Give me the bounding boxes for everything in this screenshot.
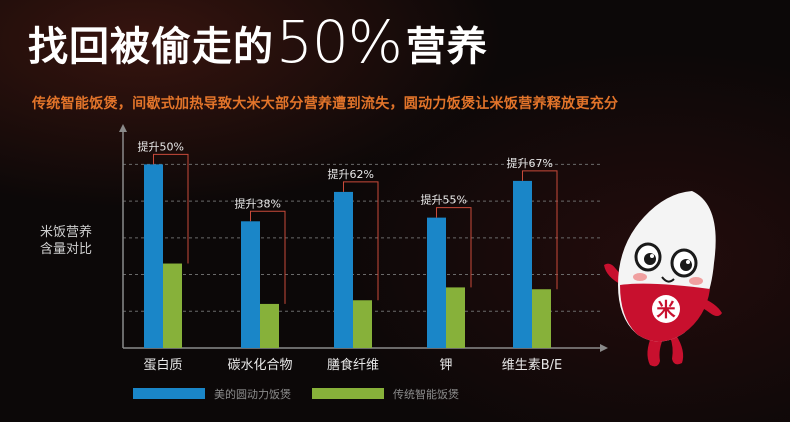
annotation-label-碳水化合物: 提升38% xyxy=(235,197,281,210)
annotation-bracket-钾 xyxy=(436,207,472,288)
rice-grain-mascot: 米 xyxy=(604,191,722,367)
mascot-mouth xyxy=(661,276,675,283)
annotation-bracket-蛋白质 xyxy=(153,153,189,264)
annotation-label-维生素B/E: 提升67% xyxy=(507,157,553,170)
legend-item-midea-label: 美的圆动力饭煲 xyxy=(214,387,291,401)
mascot-legs xyxy=(647,335,684,367)
mascot-left-cheek xyxy=(633,273,647,281)
mascot-badge-text: 米 xyxy=(656,298,676,321)
annotation-label-膳食纤维: 提升62% xyxy=(328,168,374,181)
bar-美的圆动力饭煲-维生素B/E xyxy=(513,180,532,348)
annotation-bracket-膳食纤维 xyxy=(343,181,379,301)
x-tick-label-蛋白质: 蛋白质 xyxy=(143,357,182,373)
bar-传统智能饭煲-维生素B/E xyxy=(532,289,551,348)
subtitle: 传统智能饭煲，间歇式加热导致大米大部分营养遭到流失，圆动力饭煲让米饭营养释放更充… xyxy=(32,96,619,112)
x-tick-label-碳水化合物: 碳水化合物 xyxy=(227,358,292,373)
x-tick-label-膳食纤维: 膳食纤维 xyxy=(327,357,379,373)
annotation-bracket-维生素B/E xyxy=(522,170,558,290)
y-axis-label-line-2: 含量对比 xyxy=(40,242,93,257)
y-axis-label-line-1: 米饭营养 xyxy=(40,225,93,240)
y-axis-label: 米饭营养 含量对比 xyxy=(40,224,120,258)
bar-传统智能饭煲-膳食纤维 xyxy=(353,300,372,348)
y-axis-arrow xyxy=(119,124,127,132)
title-part-1: 找回被偷走的 xyxy=(28,24,274,70)
bar-传统智能饭煲-碳水化合物 xyxy=(260,303,279,348)
page-title: 找回被偷走的 50% 营养 xyxy=(28,10,488,72)
bar-传统智能饭煲-蛋白质 xyxy=(163,263,182,348)
bar-美的圆动力饭煲-膳食纤维 xyxy=(334,191,353,348)
title-highlight-percent: 50% xyxy=(276,8,403,76)
x-tick-label-钾: 钾 xyxy=(439,358,452,373)
bar-传统智能饭煲-钾 xyxy=(446,287,465,348)
title-part-2: 营养 xyxy=(405,24,488,70)
bar-美的圆动力饭煲-蛋白质 xyxy=(144,164,163,348)
mascot-badge xyxy=(652,295,680,323)
x-tick-label-维生素B/E: 维生素B/E xyxy=(502,358,563,373)
legend-item-traditional-label: 传统智能饭煲 xyxy=(393,387,459,401)
annotation-label-蛋白质: 提升50% xyxy=(138,140,184,153)
x-axis-arrow xyxy=(600,344,608,352)
bar-美的圆动力饭煲-碳水化合物 xyxy=(241,221,260,348)
legend-item-traditional-swatch xyxy=(312,388,384,399)
annotation-bracket-碳水化合物 xyxy=(250,210,286,304)
annotation-label-钾: 提升55% xyxy=(421,194,467,207)
legend-item-midea-swatch xyxy=(133,388,205,399)
bar-美的圆动力饭煲-钾 xyxy=(427,217,446,348)
mascot-right-cheek xyxy=(689,277,703,285)
